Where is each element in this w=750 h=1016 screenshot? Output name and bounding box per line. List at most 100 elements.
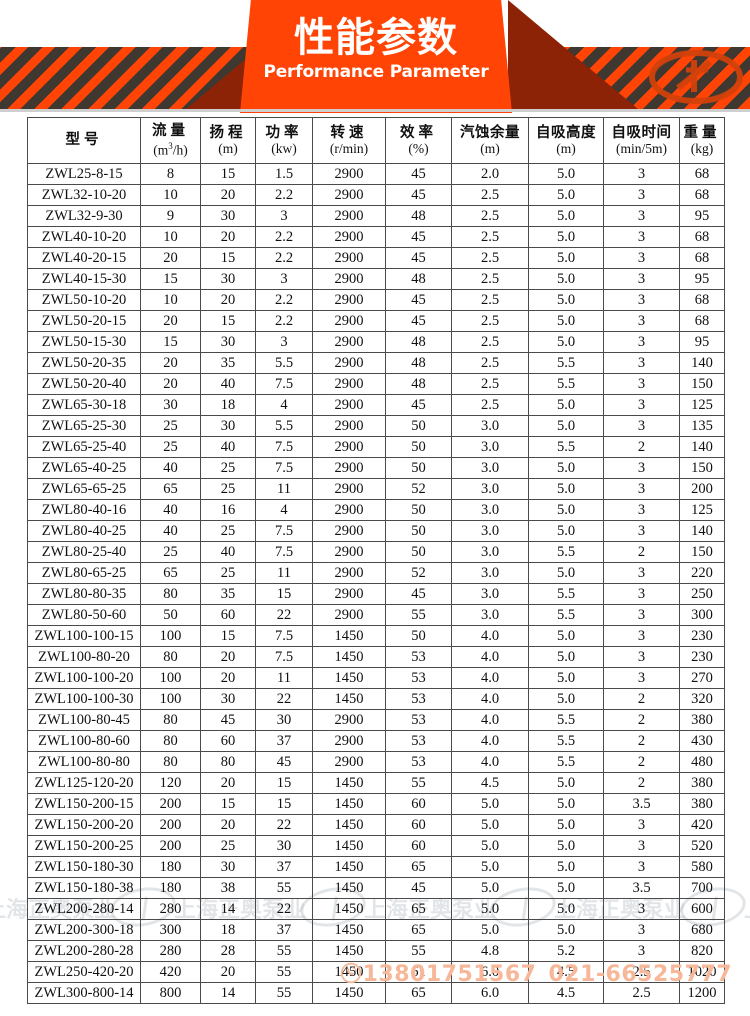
column-header-label: 扬程 [209, 124, 247, 141]
model-cell: ZWL65-30-18 [27, 394, 141, 416]
value-cell: 15 [200, 793, 256, 815]
value-cell: 25 [140, 436, 201, 458]
value-cell: 100 [140, 667, 201, 689]
table-row: ZWL150-180-38 180 38 55 1450 45 5.0 5.0 3.5 700 [27, 877, 725, 899]
value-cell: 22 [255, 898, 313, 920]
value-cell: 20 [200, 184, 256, 206]
value-cell: 5.0 [528, 919, 604, 941]
value-cell: 280 [140, 940, 201, 962]
column-header-label: 功率 [265, 124, 303, 141]
value-cell: 53 [385, 730, 452, 752]
value-cell: 5.0 [528, 520, 604, 542]
value-cell: 2900 [312, 457, 386, 479]
value-cell: 65 [385, 856, 452, 878]
value-cell: 700 [679, 877, 725, 899]
value-cell: 5.0 [528, 331, 604, 353]
table-row: ZWL65-65-25 65 25 11 2900 52 3.0 5.0 3 200 [27, 478, 725, 500]
value-cell: 4 [255, 394, 313, 416]
value-cell: 1450 [312, 793, 386, 815]
value-cell: 3 [603, 457, 680, 479]
value-cell: 10 [140, 184, 201, 206]
value-cell: 14 [200, 982, 256, 1004]
value-cell: 3 [603, 478, 680, 500]
model-cell: ZWL50-15-30 [27, 331, 141, 353]
value-cell: 280 [140, 898, 201, 920]
model-cell: ZWL300-800-14 [27, 982, 141, 1004]
value-cell: 8 [140, 163, 201, 185]
value-cell: 20 [200, 646, 256, 668]
value-cell: 65 [385, 898, 452, 920]
value-cell: 22 [255, 604, 313, 626]
model-cell: ZWL200-300-18 [27, 919, 141, 941]
value-cell: 20 [200, 961, 256, 983]
value-cell: 1450 [312, 898, 386, 920]
value-cell: 200 [679, 478, 725, 500]
value-cell: 125 [679, 499, 725, 521]
table-column-header-0: 型号 [27, 117, 141, 164]
value-cell: 11 [255, 478, 313, 500]
value-cell: 52 [385, 562, 452, 584]
page-banner: 性能参数 Performance Parameter [0, 0, 750, 116]
value-cell: 380 [679, 772, 725, 794]
value-cell: 2.5 [451, 373, 529, 395]
value-cell: 50 [385, 415, 452, 437]
table-row: ZWL25-8-15 8 15 1.5 2900 45 2.0 5.0 3 68 [27, 163, 725, 185]
value-cell: 3 [603, 184, 680, 206]
footer-contact: 13801751567 021-66525777 [0, 962, 750, 987]
value-cell: 5.0 [528, 835, 604, 857]
value-cell: 1450 [312, 625, 386, 647]
model-cell: ZWL50-20-35 [27, 352, 141, 374]
value-cell: 125 [679, 394, 725, 416]
value-cell: 5.5 [255, 352, 313, 374]
value-cell: 180 [140, 856, 201, 878]
value-cell: 1450 [312, 919, 386, 941]
value-cell: 5.0 [528, 247, 604, 269]
value-cell: 150 [679, 541, 725, 563]
value-cell: 3 [603, 919, 680, 941]
value-cell: 680 [679, 919, 725, 941]
model-cell: ZWL80-50-60 [27, 604, 141, 626]
value-cell: 150 [679, 457, 725, 479]
value-cell: 3 [603, 373, 680, 395]
value-cell: 2900 [312, 310, 386, 332]
value-cell: 60 [200, 730, 256, 752]
table-row: ZWL150-200-20 200 20 22 1450 60 5.0 5.0 3 420 [27, 814, 725, 836]
value-cell: 2.2 [255, 310, 313, 332]
value-cell: 37 [255, 919, 313, 941]
value-cell: 2.5 [451, 289, 529, 311]
value-cell: 2.5 [603, 961, 680, 983]
value-cell: 15 [140, 268, 201, 290]
model-cell: ZWL200-280-28 [27, 940, 141, 962]
value-cell: 7.5 [255, 373, 313, 395]
value-cell: 180 [140, 877, 201, 899]
value-cell: 5.0 [528, 478, 604, 500]
striped-band-left [0, 47, 262, 109]
value-cell: 25 [200, 457, 256, 479]
table-row: ZWL100-80-60 80 60 37 2900 53 4.0 5.5 2 430 [27, 730, 725, 752]
value-cell: 5.0 [451, 835, 529, 857]
value-cell: 20 [200, 667, 256, 689]
value-cell: 2900 [312, 268, 386, 290]
value-cell: 5.0 [528, 310, 604, 332]
value-cell: 5.5 [255, 415, 313, 437]
model-cell: ZWL125-120-20 [27, 772, 141, 794]
model-cell: ZWL50-10-20 [27, 289, 141, 311]
value-cell: 420 [679, 814, 725, 836]
page-title: 性能参数 [294, 15, 458, 61]
value-cell: 2900 [312, 226, 386, 248]
value-cell: 2.5 [603, 982, 680, 1004]
value-cell: 53 [385, 688, 452, 710]
column-header-label: 流量 [152, 122, 189, 139]
value-cell: 20 [200, 772, 256, 794]
value-cell: 55 [255, 982, 313, 1004]
value-cell: 1200 [679, 982, 725, 1004]
value-cell: 140 [679, 520, 725, 542]
value-cell: 200 [140, 793, 201, 815]
value-cell: 140 [679, 436, 725, 458]
model-cell: ZWL100-100-30 [27, 688, 141, 710]
value-cell: 20 [140, 352, 201, 374]
value-cell: 1450 [312, 667, 386, 689]
table-header: 型号 流量 (m3/h) 扬程 (m) 功率 (kw) 转速 (r/min) 效率 (%) 汽蚀余量(… [27, 117, 725, 164]
value-cell: 30 [200, 688, 256, 710]
